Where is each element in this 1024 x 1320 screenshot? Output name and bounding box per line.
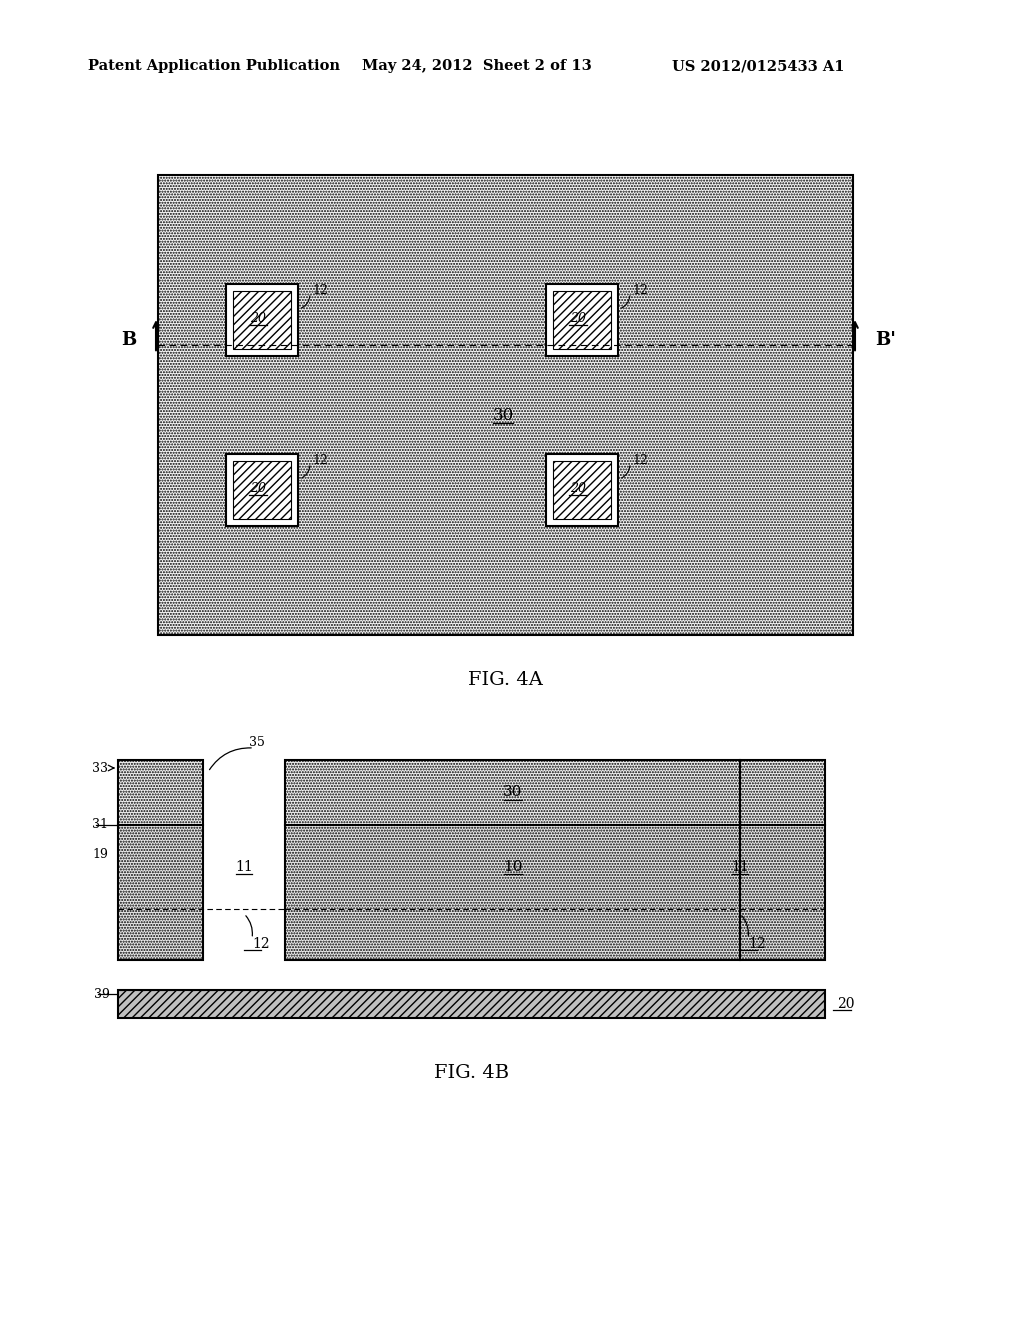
Bar — [118, 990, 825, 1018]
Bar — [740, 760, 825, 825]
Bar — [118, 760, 203, 960]
Text: US 2012/0125433 A1: US 2012/0125433 A1 — [672, 59, 845, 73]
Text: 20: 20 — [570, 312, 586, 325]
Text: 11: 11 — [731, 859, 749, 874]
Text: 20: 20 — [837, 997, 854, 1011]
Text: 12: 12 — [632, 454, 648, 466]
Bar — [285, 760, 740, 825]
Text: 12: 12 — [312, 454, 328, 466]
Bar — [158, 176, 853, 635]
Text: 12: 12 — [748, 937, 766, 950]
Text: 35: 35 — [249, 735, 265, 748]
Text: May 24, 2012  Sheet 2 of 13: May 24, 2012 Sheet 2 of 13 — [362, 59, 592, 73]
Text: 39: 39 — [94, 987, 110, 1001]
Text: 30: 30 — [503, 785, 522, 800]
Bar — [285, 825, 740, 960]
Bar — [740, 825, 825, 960]
Text: 20: 20 — [570, 482, 586, 495]
Text: 20: 20 — [250, 312, 266, 325]
Bar — [740, 760, 825, 960]
Text: 12: 12 — [252, 937, 269, 950]
Bar — [118, 990, 825, 1018]
Bar — [226, 454, 298, 525]
Bar — [546, 454, 618, 525]
Text: FIG. 4B: FIG. 4B — [434, 1064, 509, 1082]
Text: 12: 12 — [632, 284, 648, 297]
Bar — [226, 284, 298, 356]
Bar — [233, 290, 291, 348]
Text: 12: 12 — [312, 284, 328, 297]
Bar — [553, 461, 611, 519]
Text: FIG. 4A: FIG. 4A — [468, 671, 543, 689]
Text: Patent Application Publication: Patent Application Publication — [88, 59, 340, 73]
Text: 31: 31 — [92, 818, 108, 832]
Bar — [285, 760, 740, 960]
Bar — [118, 825, 203, 960]
Bar — [118, 760, 203, 825]
Text: 33: 33 — [92, 762, 108, 775]
Bar — [233, 461, 291, 519]
Text: 10: 10 — [503, 859, 522, 874]
Text: 20: 20 — [250, 482, 266, 495]
Text: B: B — [121, 331, 136, 350]
Text: 11: 11 — [236, 859, 253, 874]
Text: B': B' — [874, 331, 896, 350]
Bar — [546, 284, 618, 356]
Bar — [553, 290, 611, 348]
Text: 30: 30 — [493, 407, 514, 424]
Bar — [203, 760, 285, 960]
Text: 19: 19 — [92, 849, 108, 862]
